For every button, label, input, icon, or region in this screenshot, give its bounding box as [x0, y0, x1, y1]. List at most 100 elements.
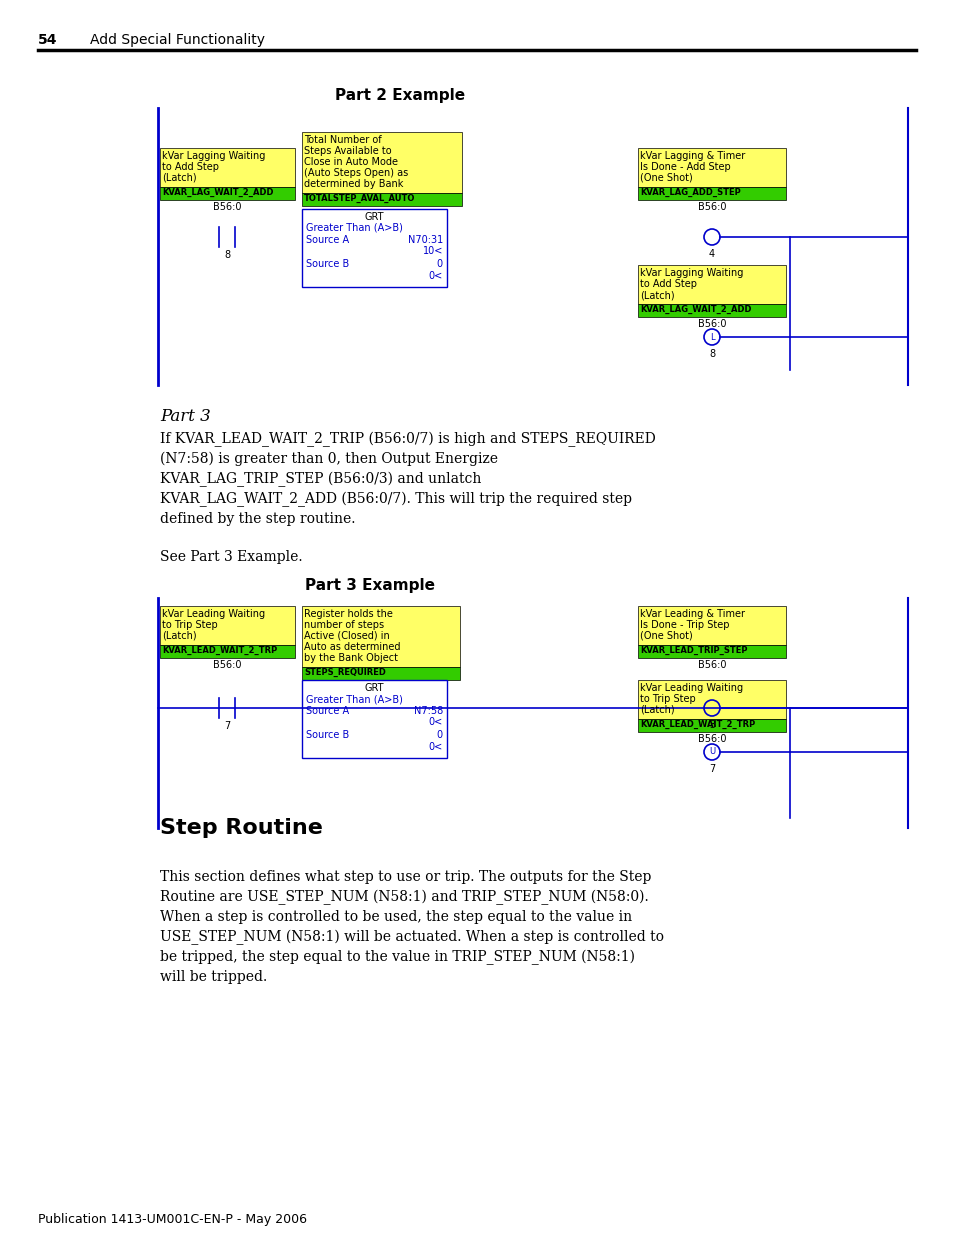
Text: (Latch): (Latch)	[639, 290, 674, 300]
Text: When a step is controlled to be used, the step equal to the value in: When a step is controlled to be used, th…	[160, 910, 632, 924]
Bar	[638, 719, 785, 732]
Text: 0: 0	[436, 259, 442, 269]
Text: Part 3 Example: Part 3 Example	[305, 578, 435, 593]
Text: to Trip Step: to Trip Step	[639, 694, 695, 704]
Text: 4: 4	[708, 249, 715, 259]
Text: Auto as determined: Auto as determined	[304, 642, 400, 652]
Text: defined by the step routine.: defined by the step routine.	[160, 513, 355, 526]
Text: 0<: 0<	[428, 718, 442, 727]
Bar	[302, 193, 461, 206]
Text: number of steps: number of steps	[304, 620, 384, 630]
Text: U: U	[708, 747, 715, 757]
Text: Close in Auto Mode: Close in Auto Mode	[304, 157, 397, 167]
Text: to Add Step: to Add Step	[639, 279, 697, 289]
Bar	[638, 266, 785, 304]
Text: (Auto Steps Open) as: (Auto Steps Open) as	[304, 168, 408, 178]
Text: 54: 54	[38, 33, 57, 47]
Text: Register holds the: Register holds the	[304, 609, 393, 619]
Text: B56:0: B56:0	[213, 659, 241, 671]
Text: B56:0: B56:0	[697, 659, 725, 671]
Bar	[302, 667, 459, 680]
Text: (Latch): (Latch)	[162, 173, 196, 183]
Text: KVAR_LAG_WAIT_2_ADD (B56:0/7). This will trip the required step: KVAR_LAG_WAIT_2_ADD (B56:0/7). This will…	[160, 492, 631, 508]
Text: Step Routine: Step Routine	[160, 818, 322, 839]
Text: by the Bank Object: by the Bank Object	[304, 653, 397, 663]
Text: See Part 3 Example.: See Part 3 Example.	[160, 550, 302, 564]
Text: Publication 1413-UM001C-EN-P - May 2006: Publication 1413-UM001C-EN-P - May 2006	[38, 1213, 307, 1226]
Bar	[638, 148, 785, 186]
Text: KVAR_LAG_TRIP_STEP (B56:0/3) and unlatch: KVAR_LAG_TRIP_STEP (B56:0/3) and unlatch	[160, 472, 481, 488]
Text: B56:0: B56:0	[697, 319, 725, 329]
Bar	[302, 209, 447, 287]
Text: 8: 8	[708, 350, 715, 359]
Bar	[160, 186, 294, 200]
Text: 10<: 10<	[422, 246, 442, 256]
Text: determined by Bank: determined by Bank	[304, 179, 403, 189]
Text: 0<: 0<	[428, 742, 442, 752]
Text: Steps Available to: Steps Available to	[304, 146, 392, 156]
Bar	[302, 132, 461, 193]
Text: (N7:58) is greater than 0, then Output Energize: (N7:58) is greater than 0, then Output E…	[160, 452, 497, 467]
Text: Part 2 Example: Part 2 Example	[335, 88, 465, 103]
Text: Source A: Source A	[306, 706, 349, 716]
Text: to Add Step: to Add Step	[162, 162, 219, 172]
Text: kVar Lagging Waiting: kVar Lagging Waiting	[162, 151, 265, 161]
Text: (One Shot): (One Shot)	[639, 631, 692, 641]
Text: Routine are USE_STEP_NUM (N58:1) and TRIP_STEP_NUM (N58:0).: Routine are USE_STEP_NUM (N58:1) and TRI…	[160, 890, 648, 905]
Text: KVAR_LAG_WAIT_2_ADD: KVAR_LAG_WAIT_2_ADD	[162, 188, 274, 198]
Text: (One Shot): (One Shot)	[639, 173, 692, 183]
Text: kVar Leading Waiting: kVar Leading Waiting	[162, 609, 265, 619]
Text: Greater Than (A>B): Greater Than (A>B)	[306, 694, 402, 704]
Text: Add Special Functionality: Add Special Functionality	[90, 33, 265, 47]
Text: 7: 7	[224, 721, 230, 731]
Text: Source B: Source B	[306, 259, 349, 269]
Text: KVAR_LAG_WAIT_2_ADD: KVAR_LAG_WAIT_2_ADD	[639, 305, 751, 314]
Text: B56:0: B56:0	[697, 734, 725, 743]
Text: Active (Closed) in: Active (Closed) in	[304, 631, 390, 641]
Text: kVar Leading Waiting: kVar Leading Waiting	[639, 683, 742, 693]
Text: N70:31: N70:31	[407, 235, 442, 245]
Text: 0: 0	[436, 730, 442, 740]
Bar	[302, 606, 459, 667]
Text: will be tripped.: will be tripped.	[160, 969, 267, 984]
Bar	[638, 680, 785, 719]
Text: If KVAR_LEAD_WAIT_2_TRIP (B56:0/7) is high and STEPS_REQUIRED: If KVAR_LEAD_WAIT_2_TRIP (B56:0/7) is hi…	[160, 432, 655, 447]
Text: Part 3: Part 3	[160, 408, 211, 425]
Text: 8: 8	[224, 249, 230, 261]
Text: kVar Lagging Waiting: kVar Lagging Waiting	[639, 268, 742, 278]
Text: B56:0: B56:0	[213, 203, 241, 212]
Bar	[638, 606, 785, 645]
Text: 3: 3	[708, 720, 715, 730]
Text: be tripped, the step equal to the value in TRIP_STEP_NUM (N58:1): be tripped, the step equal to the value …	[160, 950, 635, 966]
Text: L: L	[709, 332, 714, 342]
Bar	[160, 606, 294, 645]
Text: TOTALSTEP_AVAL_AUTO: TOTALSTEP_AVAL_AUTO	[304, 194, 415, 203]
Text: Source A: Source A	[306, 235, 349, 245]
Bar	[302, 680, 447, 758]
Text: 0<: 0<	[428, 270, 442, 282]
Bar	[160, 148, 294, 186]
Text: (Latch): (Latch)	[639, 705, 674, 715]
Text: This section defines what step to use or trip. The outputs for the Step: This section defines what step to use or…	[160, 869, 651, 884]
Text: KVAR_LAG_ADD_STEP: KVAR_LAG_ADD_STEP	[639, 188, 740, 198]
Text: B56:0: B56:0	[697, 203, 725, 212]
Text: to Trip Step: to Trip Step	[162, 620, 217, 630]
Text: Total Number of: Total Number of	[304, 135, 381, 144]
Bar	[638, 186, 785, 200]
Text: (Latch): (Latch)	[162, 631, 196, 641]
Text: kVar Leading & Timer: kVar Leading & Timer	[639, 609, 744, 619]
Text: KVAR_LEAD_WAIT_2_TRP: KVAR_LEAD_WAIT_2_TRP	[639, 720, 755, 729]
Text: USE_STEP_NUM (N58:1) will be actuated. When a step is controlled to: USE_STEP_NUM (N58:1) will be actuated. W…	[160, 930, 663, 945]
Text: STEPS_REQUIRED: STEPS_REQUIRED	[304, 668, 385, 677]
Text: Greater Than (A>B): Greater Than (A>B)	[306, 224, 402, 233]
Text: KVAR_LEAD_TRIP_STEP: KVAR_LEAD_TRIP_STEP	[639, 646, 747, 655]
Text: Source B: Source B	[306, 730, 349, 740]
Text: KVAR_LEAD_WAIT_2_TRP: KVAR_LEAD_WAIT_2_TRP	[162, 646, 277, 655]
Bar	[160, 645, 294, 658]
Bar	[638, 645, 785, 658]
Text: GRT: GRT	[364, 683, 383, 693]
Bar	[638, 304, 785, 317]
Text: kVar Lagging & Timer: kVar Lagging & Timer	[639, 151, 744, 161]
Text: GRT: GRT	[364, 212, 383, 222]
Text: 7: 7	[708, 764, 715, 774]
